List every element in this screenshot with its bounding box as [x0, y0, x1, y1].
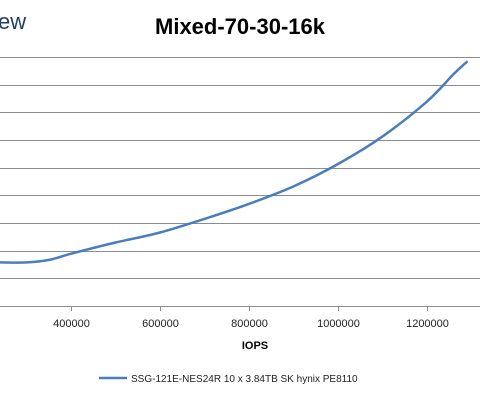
series-lines	[0, 60, 468, 264]
gridlines	[0, 57, 480, 307]
logo-text: ew	[0, 9, 26, 34]
x-tick-label: 1000000	[317, 318, 360, 330]
x-tick-label: 600000	[142, 318, 179, 330]
x-tick-label: 400000	[53, 318, 90, 330]
x-tick-label: 800000	[231, 318, 268, 330]
series-line	[0, 60, 468, 264]
x-axis-label: IOPS	[242, 340, 268, 352]
legend-label: SSG-121E-NES24R 10 x 3.84TB SK hynix PE8…	[131, 374, 358, 385]
chart-title: Mixed-70-30-16k	[155, 14, 326, 39]
x-tick-label: 1200000	[406, 318, 449, 330]
x-ticks: 400000 600000 800000 1000000 1200000	[53, 306, 449, 330]
legend: SSG-121E-NES24R 10 x 3.84TB SK hynix PE8…	[99, 374, 358, 385]
